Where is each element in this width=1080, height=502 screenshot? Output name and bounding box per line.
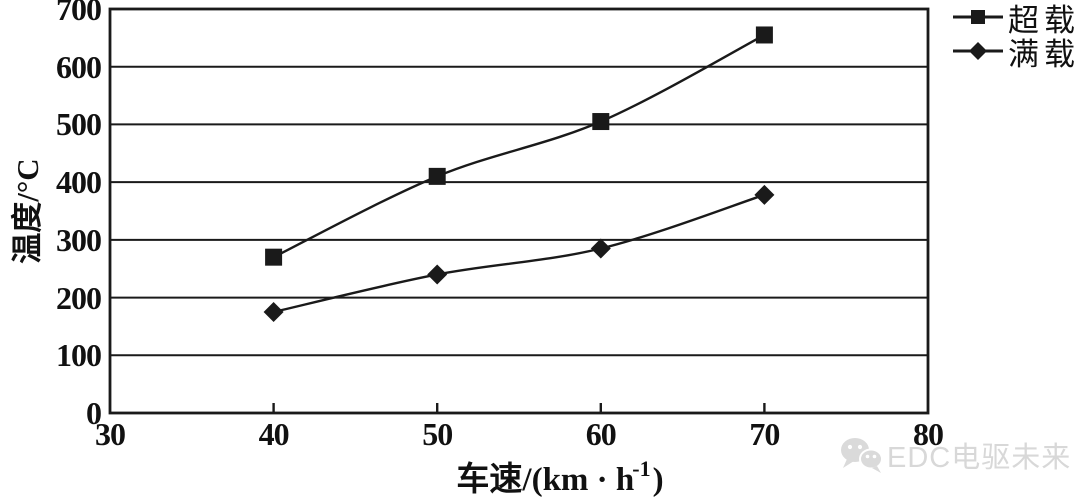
x-tick-label: 80 bbox=[913, 416, 944, 452]
wechat-icon bbox=[841, 438, 883, 473]
series-line bbox=[273, 193, 765, 314]
y-tick-label: 0 bbox=[86, 395, 102, 431]
legend-label: 满载 bbox=[1008, 36, 1080, 72]
y-tick-label: 300 bbox=[56, 221, 102, 258]
series-marker-diamond bbox=[754, 184, 775, 205]
x-tick-label: 40 bbox=[258, 416, 290, 452]
y-tick-label: 700 bbox=[56, 0, 102, 27]
series-marker-square bbox=[428, 167, 446, 185]
x-axis-title: 车速/(km · h-1) bbox=[310, 452, 810, 500]
watermark: EDC电驱未来 bbox=[838, 434, 1071, 476]
y-axis-title: 温度/°C bbox=[10, 158, 45, 264]
y-tick-label: 100 bbox=[56, 337, 102, 374]
series-marker-diamond bbox=[263, 302, 284, 322]
x-axis-title-superscript: -1 bbox=[632, 456, 651, 481]
legend-marker-diamond bbox=[953, 42, 1003, 60]
plot-border bbox=[108, 7, 930, 415]
legend-marker-square bbox=[953, 10, 1003, 24]
legend-item: 超载 bbox=[952, 0, 1080, 38]
series-marker-diamond bbox=[590, 238, 611, 259]
x-axis-title-prefix: 车速/(km · h bbox=[456, 462, 635, 498]
series-marker-square bbox=[592, 113, 610, 131]
series-marker-square bbox=[265, 248, 283, 266]
x-axis-title-suffix: ) bbox=[652, 462, 664, 498]
series-marker-square bbox=[755, 26, 773, 44]
x-tick-label: 70 bbox=[749, 416, 780, 452]
y-tick-label: 200 bbox=[56, 279, 102, 316]
y-tick-label: 600 bbox=[56, 48, 102, 85]
x-tick-label: 50 bbox=[422, 416, 453, 452]
series-marker-diamond bbox=[427, 264, 448, 285]
x-tick-label: 30 bbox=[95, 416, 126, 452]
y-tick-label: 500 bbox=[56, 106, 102, 143]
legend-label: 超载 bbox=[1008, 2, 1080, 38]
x-tick-label: 60 bbox=[585, 416, 617, 452]
y-tick-label: 400 bbox=[56, 164, 102, 201]
series-line bbox=[273, 33, 765, 259]
legend-item: 满载 bbox=[952, 34, 1080, 72]
watermark-text: EDC电驱未来 bbox=[887, 442, 1072, 474]
legend: 超载 满载 bbox=[952, 0, 1080, 72]
